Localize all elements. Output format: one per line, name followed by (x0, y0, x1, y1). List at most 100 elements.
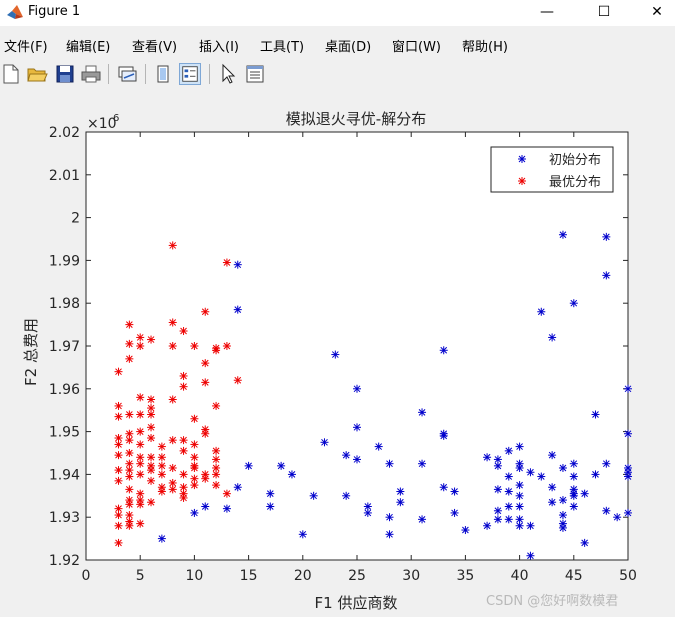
initial-point (548, 483, 557, 492)
initial-point (515, 463, 524, 472)
show-plot-tools-icon[interactable] (179, 63, 201, 85)
initial-point (418, 515, 427, 524)
optimal-point (136, 333, 145, 342)
optimal-point (212, 463, 221, 472)
x-tick-label: 40 (511, 568, 529, 584)
optimal-point (136, 427, 145, 436)
maximize-button[interactable]: ☐ (597, 4, 611, 20)
initial-point (580, 489, 589, 498)
optimal-point (136, 470, 145, 479)
initial-point (363, 508, 372, 517)
optimal-point (168, 241, 177, 250)
open-file-icon[interactable] (26, 63, 48, 85)
optimal-point (114, 401, 123, 410)
initial-point (569, 472, 578, 481)
scatter-plot[interactable]: 0 5 10 15 20 25 30 35 40 45 50 1.92 1.93 1.94 1.95 1.96… (0, 92, 675, 617)
initial-point (450, 487, 459, 496)
optimal-point (147, 335, 156, 344)
initial-point (537, 307, 546, 316)
menu-view[interactable]: 查看(V) (132, 40, 178, 55)
plot-area (85, 131, 629, 561)
optimal-point (179, 470, 188, 479)
save-icon[interactable] (54, 63, 76, 85)
menu-desktop[interactable]: 桌面(D) (325, 40, 372, 55)
menu-tools[interactable]: 工具(T) (260, 40, 305, 55)
optimal-point (114, 451, 123, 460)
initial-point (591, 410, 600, 419)
y-axis-label: F2 总费用 (22, 318, 40, 386)
optimal-point (136, 459, 145, 468)
initial-point (624, 508, 632, 517)
x-tick-label: 10 (185, 568, 203, 584)
initial-point (222, 504, 231, 513)
optimal-point (179, 371, 188, 380)
optimal-point (147, 453, 156, 462)
optimal-point (212, 455, 221, 464)
y-tick-label: 1.96 (49, 382, 80, 398)
optimal-point (168, 436, 177, 445)
optimal-point (179, 493, 188, 502)
optimal-point (190, 463, 199, 472)
new-figure-icon[interactable] (0, 63, 22, 85)
initial-point (624, 429, 632, 438)
optimal-point (190, 440, 199, 449)
initial-point (515, 521, 524, 530)
y-tick-label: 2.02 (49, 125, 80, 141)
y-tick-label: 1.95 (49, 425, 80, 441)
initial-point (515, 502, 524, 511)
optimal-point (125, 436, 134, 445)
y-tick-label: 1.97 (49, 339, 80, 355)
hide-plot-tools-icon[interactable] (152, 63, 174, 85)
initial-point (201, 502, 210, 511)
optimal-point (179, 382, 188, 391)
initial-point (504, 487, 513, 496)
initial-point (483, 453, 492, 462)
optimal-point (136, 410, 145, 419)
toolbar-separator (209, 64, 210, 84)
optimal-point (125, 449, 134, 457)
initial-point (233, 260, 242, 269)
optimal-point (125, 472, 134, 481)
optimal-point (190, 481, 199, 490)
menu-window[interactable]: 窗口(W) (392, 40, 441, 55)
optimal-point (157, 453, 166, 462)
initial-point (526, 551, 535, 560)
edit-plot-icon[interactable] (217, 63, 239, 85)
minimize-button[interactable]: — (540, 4, 554, 20)
optimal-point (212, 481, 221, 490)
optimal-point (168, 342, 177, 350)
optimal-point (190, 453, 199, 462)
optimal-point (136, 393, 145, 402)
initial-point (548, 333, 557, 342)
initial-point (385, 513, 394, 522)
initial-point (233, 305, 242, 314)
link-plot-icon[interactable] (116, 63, 138, 85)
initial-point (450, 508, 459, 517)
menu-help[interactable]: 帮助(H) (462, 40, 508, 55)
initial-point (418, 408, 427, 417)
print-icon[interactable] (80, 63, 102, 85)
initial-point (233, 483, 242, 492)
open-property-inspector-icon[interactable] (244, 63, 266, 85)
menu-edit[interactable]: 编辑(E) (66, 40, 111, 55)
close-button[interactable]: ✕ (651, 4, 663, 20)
initial-point (569, 502, 578, 511)
menu-insert[interactable]: 插入(I) (199, 40, 239, 55)
x-tick-label: 15 (240, 568, 258, 584)
optimal-point (136, 519, 145, 528)
y-tick-label: 1.99 (49, 253, 80, 269)
x-tick-label: 20 (294, 568, 312, 584)
optimal-point (147, 423, 156, 432)
toolbar-separator (145, 64, 146, 84)
legend[interactable]: 初始分布 最优分布 (490, 146, 614, 193)
optimal-point (125, 521, 134, 530)
initial-point (461, 526, 470, 535)
initial-point (526, 521, 535, 530)
initial-point (504, 515, 513, 524)
initial-point (602, 459, 611, 468)
x-axis-label: F1 供应商数 (315, 594, 398, 612)
initial-point (353, 384, 361, 393)
menu-file[interactable]: 文件(F) (4, 40, 48, 55)
x-tick-label: 5 (136, 568, 145, 584)
x-tick-label: 30 (402, 568, 420, 584)
